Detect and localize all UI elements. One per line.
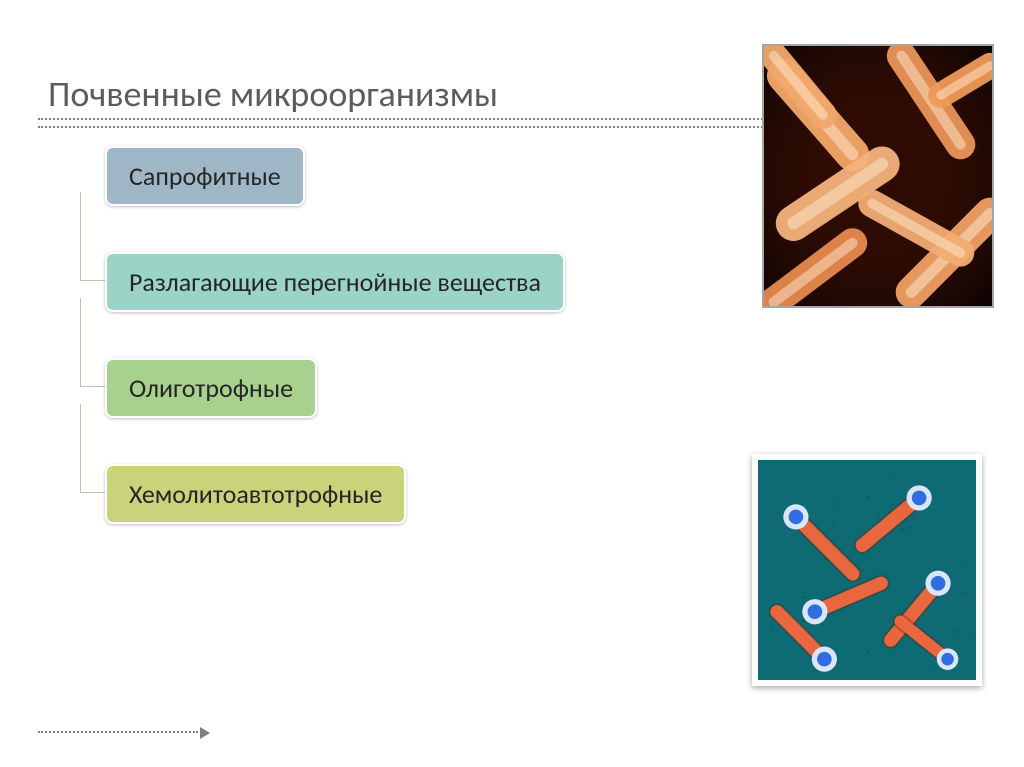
- footer-arrow-icon: [200, 727, 210, 739]
- list-item: Олиготрофные: [50, 358, 690, 418]
- list-box: Хемолитоавтотрофные: [105, 464, 406, 524]
- list-item: Хемолитоавтотрофные: [50, 464, 690, 524]
- footer-rule: [38, 731, 198, 733]
- list-item: Сапрофитные: [50, 146, 690, 206]
- connector: [80, 192, 107, 281]
- image-clostridia: [752, 454, 982, 686]
- list-box: Разлагающие перегнойные вещества: [105, 252, 565, 312]
- list-box: Сапрофитные: [105, 146, 305, 206]
- list-box: Олиготрофные: [105, 358, 317, 418]
- smartart-list: Сапрофитные Разлагающие перегнойные вещес…: [50, 146, 690, 570]
- connector: [80, 298, 107, 387]
- image-bacteria-rods: [762, 44, 994, 308]
- list-item: Разлагающие перегнойные вещества: [50, 252, 690, 312]
- slide-title: Почвенные микроорганизмы: [48, 72, 498, 116]
- slide: Почвенные микроорганизмы Сапрофитные Разл…: [0, 0, 1024, 767]
- connector: [80, 404, 107, 493]
